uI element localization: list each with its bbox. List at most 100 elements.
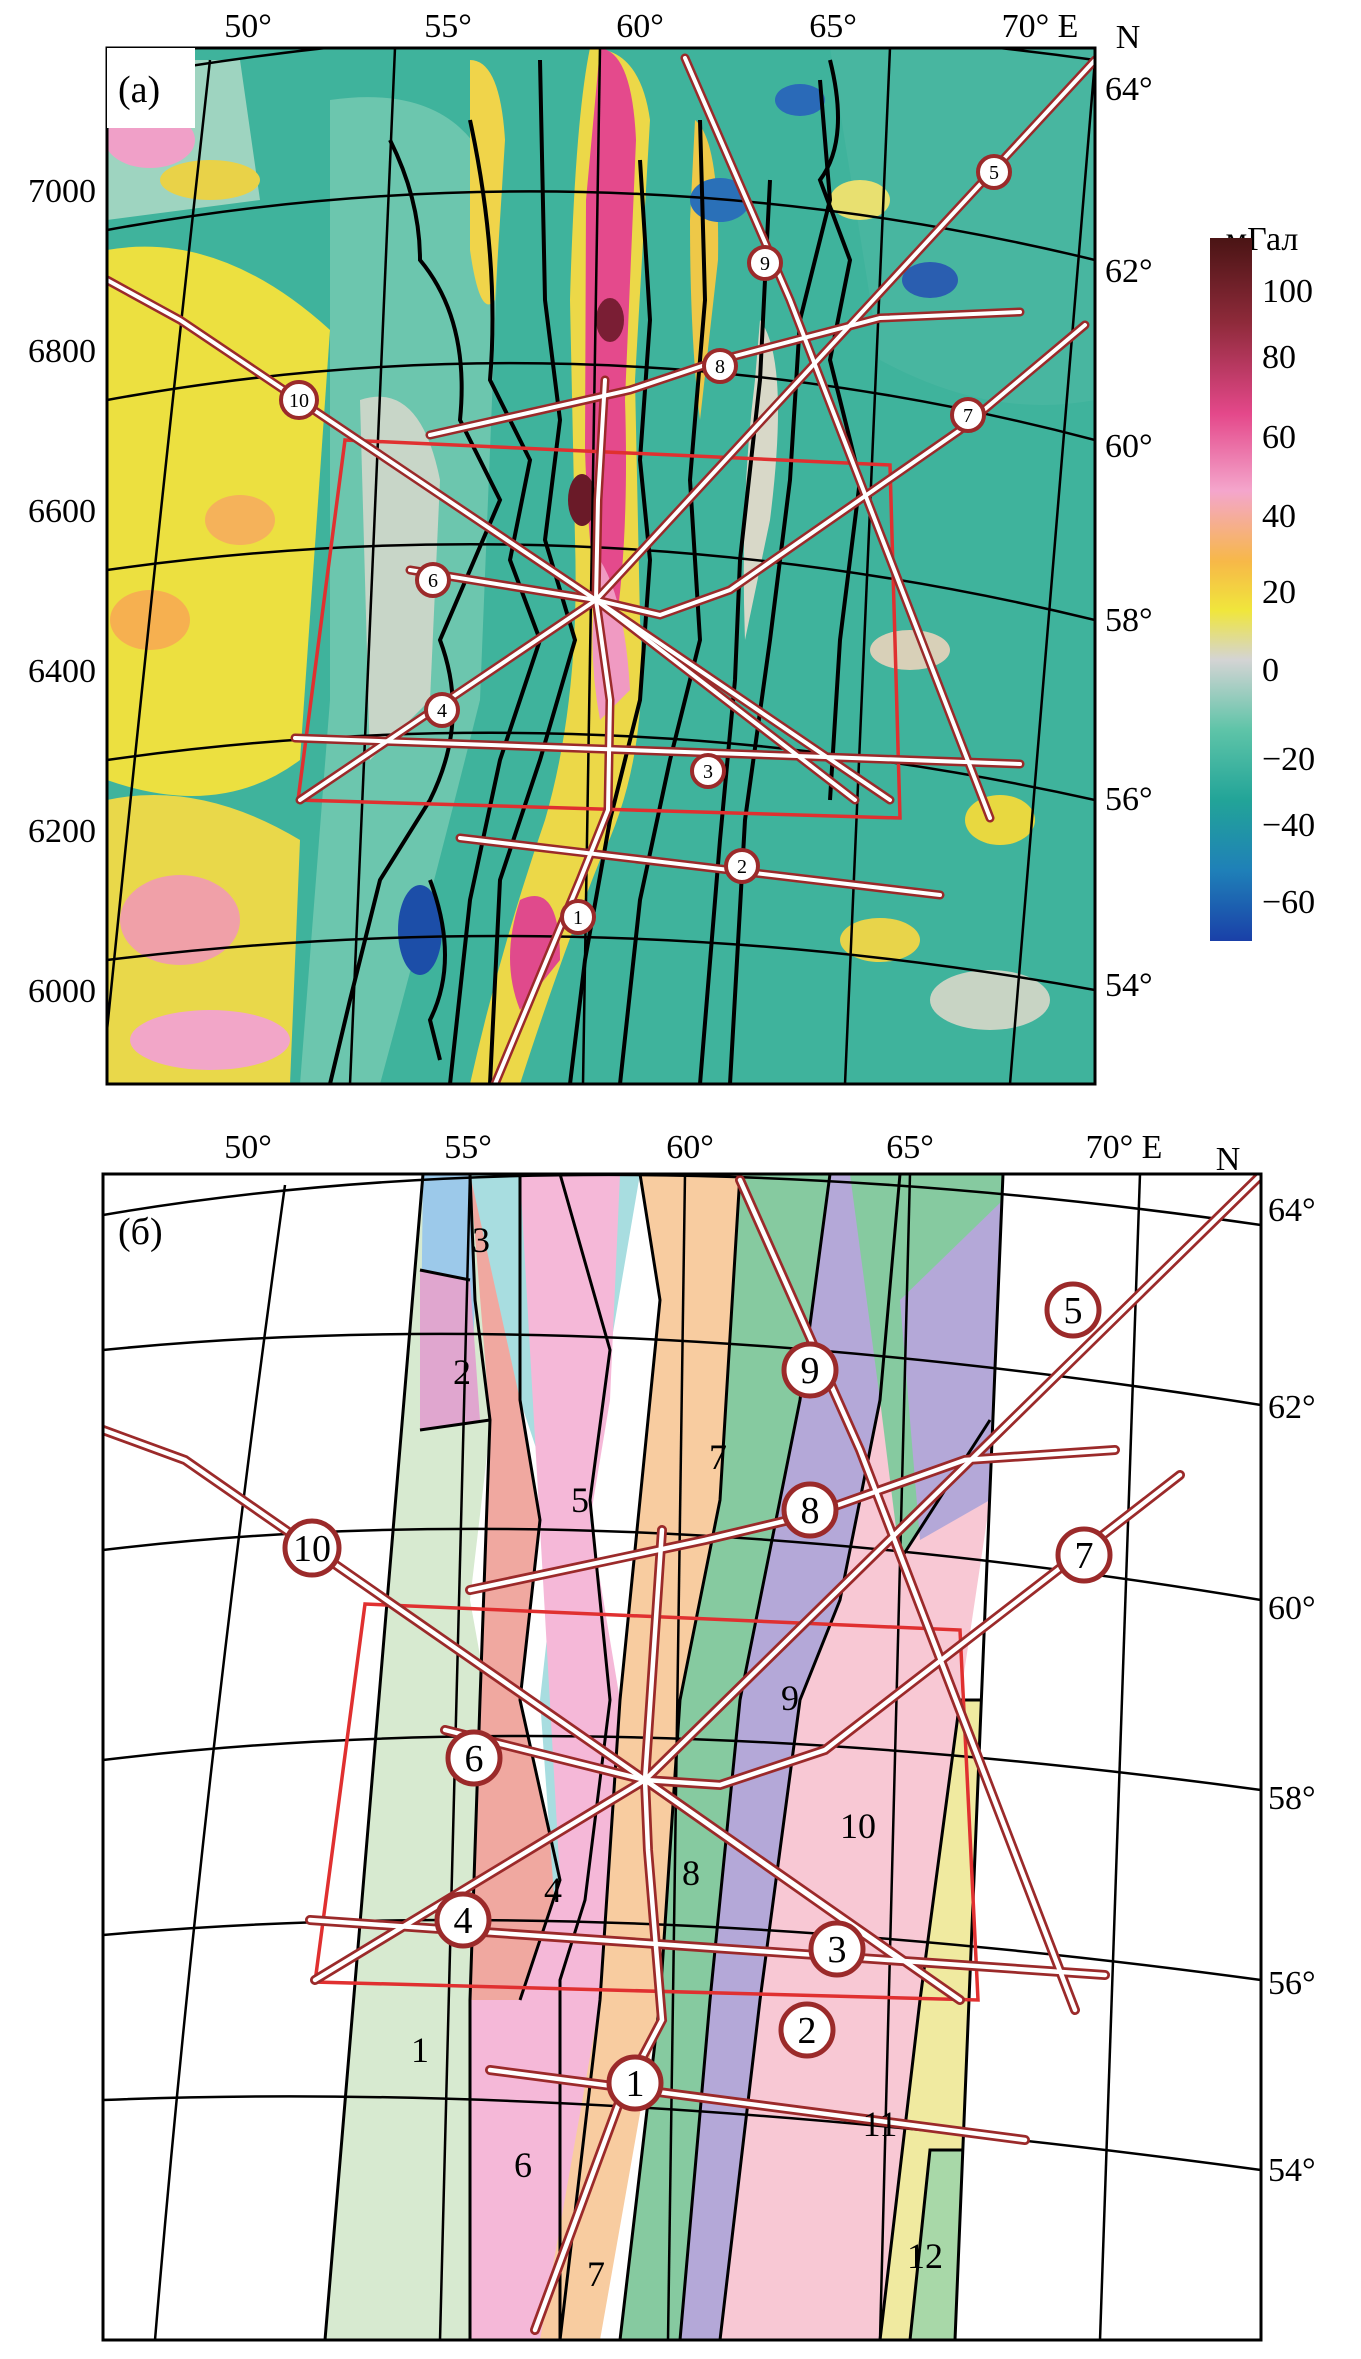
survey-frame-b (313, 1602, 980, 2002)
zone-label-1: 1 (411, 2030, 429, 2070)
svg-text:1: 1 (626, 2063, 645, 2105)
profile-marker-8: 8 (702, 348, 738, 384)
profile-marker-b-1: 1 (606, 2054, 664, 2112)
svg-text:2: 2 (737, 856, 747, 878)
profile-marker-2: 2 (724, 848, 760, 884)
zone-label-5: 5 (571, 1480, 589, 1520)
profile-marker-6: 6 (415, 562, 451, 598)
svg-text:7: 7 (963, 405, 973, 427)
svg-text:3: 3 (703, 761, 713, 783)
lon-label-b-65: 65° (886, 1129, 934, 1166)
svg-text:4: 4 (454, 1900, 473, 1942)
svg-text:9: 9 (801, 1350, 820, 1392)
colorbar-tick-minus20: −20 (1262, 741, 1315, 778)
lon-label-b-55: 55° (444, 1129, 492, 1166)
profile-marker-b-6: 6 (445, 1729, 503, 1787)
colorbar-tick-minus60: −60 (1262, 884, 1315, 921)
svg-text:7: 7 (1075, 1535, 1094, 1577)
svg-text:10: 10 (293, 1528, 331, 1570)
colorbar: мГал 100 80 60 40 20 0 −20 −40 −60 (1210, 221, 1315, 941)
zone-7 (540, 1174, 740, 2340)
profile-markers-a: 1 2 3 4 5 6 7 8 9 10 (279, 154, 1012, 935)
panel-a-border (105, 46, 1097, 1086)
lat-label-a-60: 60° (1105, 428, 1153, 465)
colorbar-tick-40: 40 (1262, 498, 1296, 535)
zone-label-7-north: 7 (709, 1437, 727, 1477)
gravity-anomaly-map: 1 2 3 4 5 6 7 8 9 10 (а) 50° 55° 60° 65°… (28, 8, 1153, 1086)
graticule-a (107, 48, 1095, 1084)
zone-2 (420, 1270, 480, 1430)
profile-marker-b-5: 5 (1044, 1281, 1102, 1339)
y-label-7000: 7000 (28, 173, 96, 210)
y-label-6000: 6000 (28, 973, 96, 1010)
panel-a-label: (а) (118, 69, 160, 111)
lat-label-b-54: 54° (1268, 2152, 1316, 2189)
profile-markers-b: 1 2 3 4 5 6 7 8 9 10 (282, 1281, 1113, 2112)
lat-label-a-54: 54° (1105, 967, 1153, 1004)
profiles-b (103, 1174, 1261, 2335)
lat-label-a-56: 56° (1105, 781, 1153, 818)
lon-label-a-70: 70° E (1002, 8, 1079, 45)
svg-text:6: 6 (428, 570, 438, 592)
y-label-6600: 6600 (28, 493, 96, 530)
zone-label-3: 3 (472, 1220, 490, 1260)
svg-text:4: 4 (437, 700, 447, 722)
profile-marker-b-10: 10 (282, 1518, 342, 1578)
zone-label-11: 11 (863, 2104, 898, 2144)
lon-label-a-60: 60° (616, 8, 664, 45)
profile-marker-10: 10 (279, 380, 319, 420)
svg-text:2: 2 (798, 2010, 817, 2052)
panel-b-border (101, 1172, 1263, 2342)
lon-label-b-60: 60° (666, 1129, 714, 1166)
colorbar-tick-0: 0 (1262, 652, 1279, 689)
profile-marker-4: 4 (424, 692, 460, 728)
y-label-6400: 6400 (28, 653, 96, 690)
lon-label-b-70: 70° E (1086, 1129, 1163, 1166)
zone-label-2: 2 (453, 1352, 471, 1392)
profile-marker-7: 7 (950, 397, 986, 433)
zone-label-6: 6 (514, 2145, 532, 2185)
survey-frame-a (296, 438, 902, 820)
lat-label-b-56: 56° (1268, 1965, 1316, 2002)
y-label-6800: 6800 (28, 333, 96, 370)
north-label-b: N (1216, 1141, 1241, 1178)
colorbar-tick-60: 60 (1262, 419, 1296, 456)
panel-a-label-box (107, 48, 195, 128)
zone-label-8: 8 (682, 1853, 700, 1893)
svg-text:3: 3 (828, 1929, 847, 1971)
svg-text:5: 5 (1064, 1290, 1083, 1332)
profile-marker-b-8: 8 (781, 1481, 839, 1539)
svg-text:9: 9 (760, 253, 770, 275)
profile-marker-b-9: 9 (781, 1341, 839, 1399)
svg-text:1: 1 (573, 907, 583, 929)
tectonic-zone-map: 1 2 3 4 5 6 7 7 8 9 10 11 12 1 2 3 4 5 6… (101, 1129, 1316, 2342)
profile-marker-b-4: 4 (434, 1891, 492, 1949)
profile-marker-9: 9 (747, 245, 783, 281)
zone-labels: 1 2 3 4 5 6 7 7 8 9 10 11 12 (411, 1220, 943, 2294)
zone-label-10: 10 (840, 1806, 876, 1846)
profile-marker-1: 1 (560, 899, 596, 935)
north-label-a: N (1116, 19, 1141, 56)
zone-label-12: 12 (907, 2236, 943, 2276)
lat-label-a-62: 62° (1105, 253, 1153, 290)
zone-label-4: 4 (544, 1870, 562, 1910)
colorbar-tick-minus40: −40 (1262, 807, 1315, 844)
y-label-6200: 6200 (28, 813, 96, 850)
lon-label-b-50: 50° (224, 1129, 272, 1166)
colorbar-tick-20: 20 (1262, 574, 1296, 611)
svg-text:6: 6 (465, 1738, 484, 1780)
svg-text:10: 10 (289, 390, 309, 412)
profile-marker-5: 5 (976, 154, 1012, 190)
lon-label-a-65: 65° (809, 8, 857, 45)
lat-label-b-60: 60° (1268, 1590, 1316, 1627)
lon-label-a-55: 55° (424, 8, 472, 45)
colorbar-tick-100: 100 (1262, 273, 1313, 310)
lat-label-b-62: 62° (1268, 1389, 1316, 1426)
svg-text:8: 8 (715, 356, 725, 378)
lat-label-b-58: 58° (1268, 1780, 1316, 1817)
zone-4 (470, 1174, 560, 2000)
profile-marker-b-2: 2 (778, 2001, 836, 2059)
lat-label-a-58: 58° (1105, 602, 1153, 639)
profile-marker-b-7: 7 (1055, 1526, 1113, 1584)
